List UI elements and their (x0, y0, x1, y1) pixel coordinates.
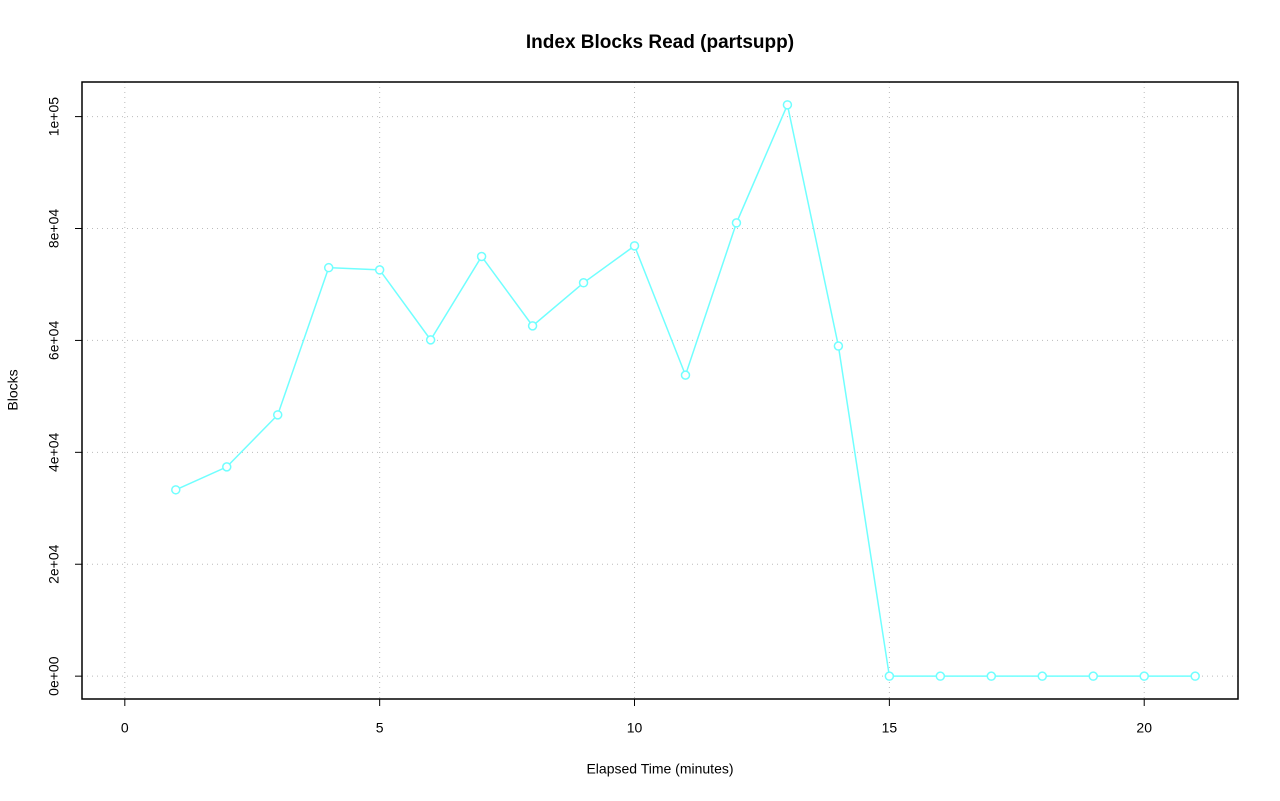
y-tick-label: 6e+04 (46, 321, 62, 361)
data-point (1037, 671, 1048, 681)
x-tick-label: 10 (627, 720, 643, 736)
data-point (1190, 671, 1200, 681)
data-point (1139, 671, 1149, 681)
y-tick-label: 2e+04 (46, 544, 62, 584)
data-point (1088, 671, 1098, 681)
data-point (425, 335, 436, 345)
x-tick-label: 20 (1136, 720, 1152, 736)
data-point (986, 671, 997, 681)
series-line (175, 102, 1196, 677)
data-point (272, 410, 283, 420)
data-point (476, 251, 487, 262)
chart-title: Index Blocks Read (partsupp) (526, 32, 794, 53)
data-point (884, 671, 895, 681)
y-tick-label: 1e+05 (46, 97, 62, 137)
data-point (782, 100, 793, 110)
data-point (222, 462, 232, 472)
data-point (680, 370, 691, 380)
y-tick-label: 0e+00 (46, 656, 62, 696)
data-point (629, 241, 640, 251)
data-point (323, 262, 334, 273)
x-axis-label: Elapsed Time (minutes) (586, 761, 733, 777)
data-point (833, 341, 844, 351)
x-tick-label: 5 (376, 720, 384, 736)
data-point (731, 218, 742, 228)
data-point (374, 265, 385, 275)
data-point (578, 278, 589, 288)
plot-frame (81, 81, 1239, 700)
y-tick-label: 8e+04 (46, 209, 62, 249)
x-tick-label: 15 (882, 720, 898, 736)
data-point (171, 485, 181, 495)
data-point (527, 321, 538, 331)
data-point (935, 671, 946, 681)
x-tick-label: 0 (121, 720, 129, 736)
y-axis-label: Blocks (5, 369, 21, 410)
y-tick-label: 4e+04 (46, 432, 62, 472)
